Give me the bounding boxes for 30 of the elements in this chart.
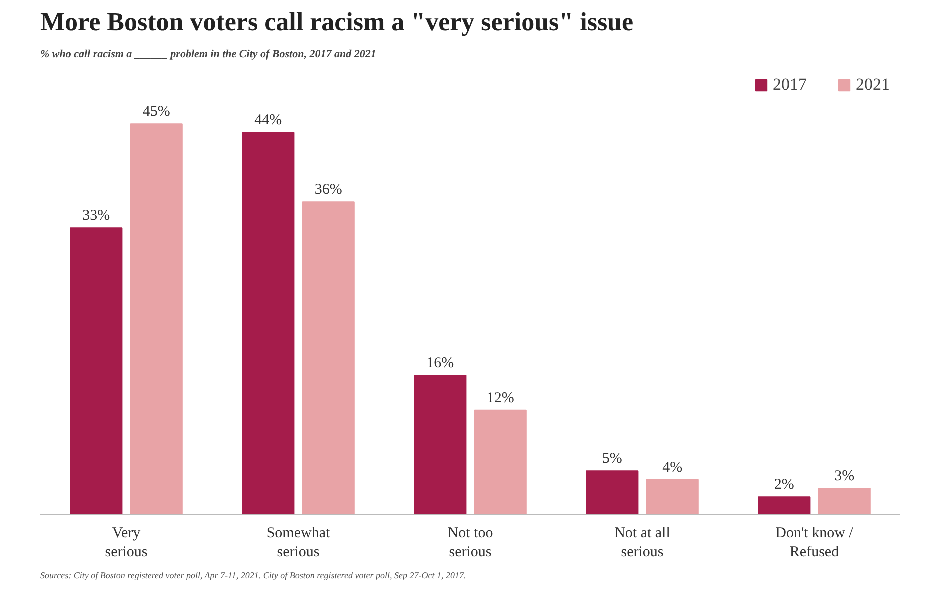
bar bbox=[130, 124, 183, 514]
data-label: 44% bbox=[254, 112, 282, 129]
legend-label: 2021 bbox=[856, 75, 890, 95]
bar bbox=[758, 496, 811, 514]
x-tick-label: Don't know / Refused bbox=[776, 526, 854, 561]
data-label: 5% bbox=[602, 451, 622, 468]
bar bbox=[302, 202, 355, 514]
source-note: Sources: City of Boston registered voter poll, Apr 7-11, 2021. City of Boston registered voter poll, Sep 27-Oct 1, 2017. bbox=[40, 570, 466, 580]
x-tick-label: Not at all serious bbox=[614, 526, 670, 561]
data-label: 3% bbox=[834, 468, 855, 484]
data-label: 36% bbox=[314, 182, 342, 198]
data-label: 4% bbox=[662, 460, 683, 476]
bar bbox=[646, 479, 699, 514]
chart-title: More Boston voters call racism a "very serious" issue bbox=[40, 8, 634, 36]
bar bbox=[70, 228, 123, 514]
chart-subtitle: % who call racism a ______ problem in the City of Boston, 2017 and 2021 bbox=[40, 48, 376, 60]
data-label: 33% bbox=[82, 208, 110, 224]
legend-label: 2017 bbox=[773, 75, 807, 95]
bar bbox=[818, 488, 871, 514]
x-tick-label: Somewhat serious bbox=[266, 526, 331, 561]
bar bbox=[586, 470, 639, 514]
data-label: 2% bbox=[774, 477, 794, 494]
x-tick-label: Very serious bbox=[105, 526, 148, 561]
bar bbox=[242, 132, 295, 514]
data-label: 45% bbox=[142, 104, 170, 120]
x-tick-label: Not too serious bbox=[448, 526, 494, 561]
bar bbox=[414, 375, 467, 514]
data-label: 12% bbox=[486, 390, 514, 406]
data-label: 16% bbox=[426, 356, 454, 372]
bar bbox=[474, 410, 527, 514]
